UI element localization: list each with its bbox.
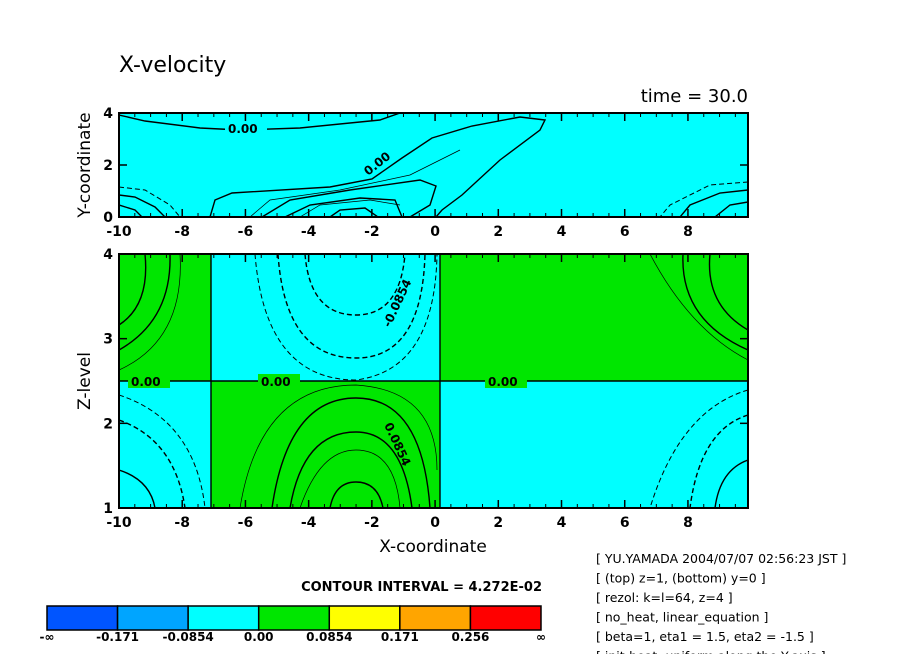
x-tick-label: 2 xyxy=(493,224,503,240)
y-tick-label: 4 xyxy=(103,106,113,122)
y-tick-label: 0 xyxy=(103,210,113,226)
colorbar-label: 0.0854 xyxy=(306,630,352,644)
info-line: [ beta=1, eta1 = 1.5, eta2 = -1.5 ] xyxy=(596,629,814,644)
colorbar-label: -0.171 xyxy=(96,630,139,644)
region-yellow-center xyxy=(271,397,431,508)
y-tick-label: 1 xyxy=(103,501,113,517)
colorbar: -∞ -0.171 -0.0854 0.00 0.0854 0.171 0.256 ∞ xyxy=(40,605,546,644)
x-tick-label: 2 xyxy=(493,515,503,531)
region-yellow-right xyxy=(682,254,748,351)
bottom-panel: 0.00 0.00 0.00 -0.0854 0.0854 Z-level X-… xyxy=(75,247,749,557)
x-tick-label: -10 xyxy=(106,515,132,531)
thin-contour xyxy=(249,149,461,217)
time-label: time = 30.0 xyxy=(641,86,748,107)
x-tick-label: -6 xyxy=(238,515,254,531)
region-red-center xyxy=(329,481,384,508)
contour-label: 0.00 xyxy=(228,122,258,136)
region-lightblue-upper xyxy=(277,254,426,359)
region-cyan xyxy=(211,254,440,381)
info-line: [ no_heat, linear_equation ] xyxy=(596,610,768,625)
colorbar-swatch xyxy=(328,605,401,631)
dashed-contour xyxy=(119,181,748,217)
region-green xyxy=(119,254,211,381)
region-blue-left xyxy=(119,204,143,217)
colorbar-swatch xyxy=(116,605,189,631)
zero-contour xyxy=(119,254,748,508)
colorbar-label: 0.00 xyxy=(244,630,274,644)
contour-label: 0.00 xyxy=(131,375,161,389)
info-line: [ (top) z=1, (bottom) y=0 ] xyxy=(596,571,766,586)
colorbar-swatch xyxy=(469,605,542,631)
y-axis-label: Z-level xyxy=(75,352,95,410)
info-block: [ YU.YAMADA 2004/07/07 02:56:23 JST ] [ (… xyxy=(596,551,846,654)
contour-label: 0.00 xyxy=(488,375,518,389)
bottom-panel-frame xyxy=(118,253,749,509)
x-axis-label: X-coordinate xyxy=(379,537,487,557)
colorbar-swatch xyxy=(399,605,472,631)
chart-title: X-velocity xyxy=(119,53,226,78)
region-orange-left xyxy=(119,254,147,326)
region-red xyxy=(328,207,380,217)
y-tick-label: 3 xyxy=(103,332,113,348)
y-tick-label: 4 xyxy=(103,247,113,263)
region-lightblue-left xyxy=(119,194,166,217)
x-tick-label: -4 xyxy=(301,515,317,531)
region-cyan xyxy=(119,381,211,508)
region-green xyxy=(211,381,440,508)
x-tick-label: 8 xyxy=(683,515,693,531)
region-blue-right xyxy=(713,201,748,217)
x-tick-label: -4 xyxy=(301,224,317,240)
x-tick-label: -2 xyxy=(364,224,380,240)
region-green xyxy=(440,254,748,381)
info-line: [ rezol: k=l=64, z=4 ] xyxy=(596,590,733,605)
region-green-tongue xyxy=(209,116,547,217)
thin-contour xyxy=(119,254,748,508)
colorbar-swatch xyxy=(46,605,119,631)
colorbar-label: ∞ xyxy=(536,630,546,644)
x-tick-label: -2 xyxy=(364,515,380,531)
region-cyan xyxy=(440,381,748,508)
x-tick-label: 6 xyxy=(620,515,630,531)
y-tick-label: 2 xyxy=(103,416,113,432)
colorbar-label: 0.171 xyxy=(381,630,419,644)
region-yellow-left xyxy=(119,254,171,351)
info-line: [ YU.YAMADA 2004/07/07 02:56:23 JST ] xyxy=(596,551,846,566)
contour-interval: CONTOUR INTERVAL = 4.272E-02 xyxy=(301,580,542,595)
region-cyan xyxy=(119,113,748,217)
y-axis-label: Y-coordinate xyxy=(75,112,95,218)
x-tick-label: -8 xyxy=(174,224,190,240)
colorbar-swatch xyxy=(187,605,260,631)
x-tick-label: 8 xyxy=(683,224,693,240)
dashed-contour xyxy=(119,254,748,508)
region-lightblue-right xyxy=(679,189,748,217)
colorbar-label: -0.0854 xyxy=(162,630,213,644)
region-orange-right xyxy=(708,254,748,331)
x-tick-label: -10 xyxy=(106,224,132,240)
x-tick-label: 0 xyxy=(430,224,440,240)
x-tick-label: -8 xyxy=(174,515,190,531)
info-line: [ init-heat: uniform along the Y-axis ] xyxy=(596,649,826,654)
top-panel: 0.00 0.00 Y-coordinate -10 -8 -6 -4 -2 0 2 4 6 80… xyxy=(75,106,749,240)
colorbar-label: -∞ xyxy=(40,630,55,644)
region-blue-lowerleft xyxy=(119,469,156,508)
region-yellow xyxy=(260,179,437,217)
y-tick-label: 2 xyxy=(103,158,113,174)
region-orange-center xyxy=(289,431,413,508)
contour-label: 0.00 xyxy=(261,375,291,389)
x-tick-label: 4 xyxy=(557,515,567,531)
colorbar-swatch xyxy=(257,605,331,631)
x-tick-label: 6 xyxy=(620,224,630,240)
colorbar-label: 0.256 xyxy=(451,630,489,644)
x-tick-label: 4 xyxy=(557,224,567,240)
x-tick-label: 0 xyxy=(430,515,440,531)
region-blue-upper xyxy=(304,254,406,316)
x-tick-label: -6 xyxy=(238,224,254,240)
region-orange xyxy=(284,197,403,217)
